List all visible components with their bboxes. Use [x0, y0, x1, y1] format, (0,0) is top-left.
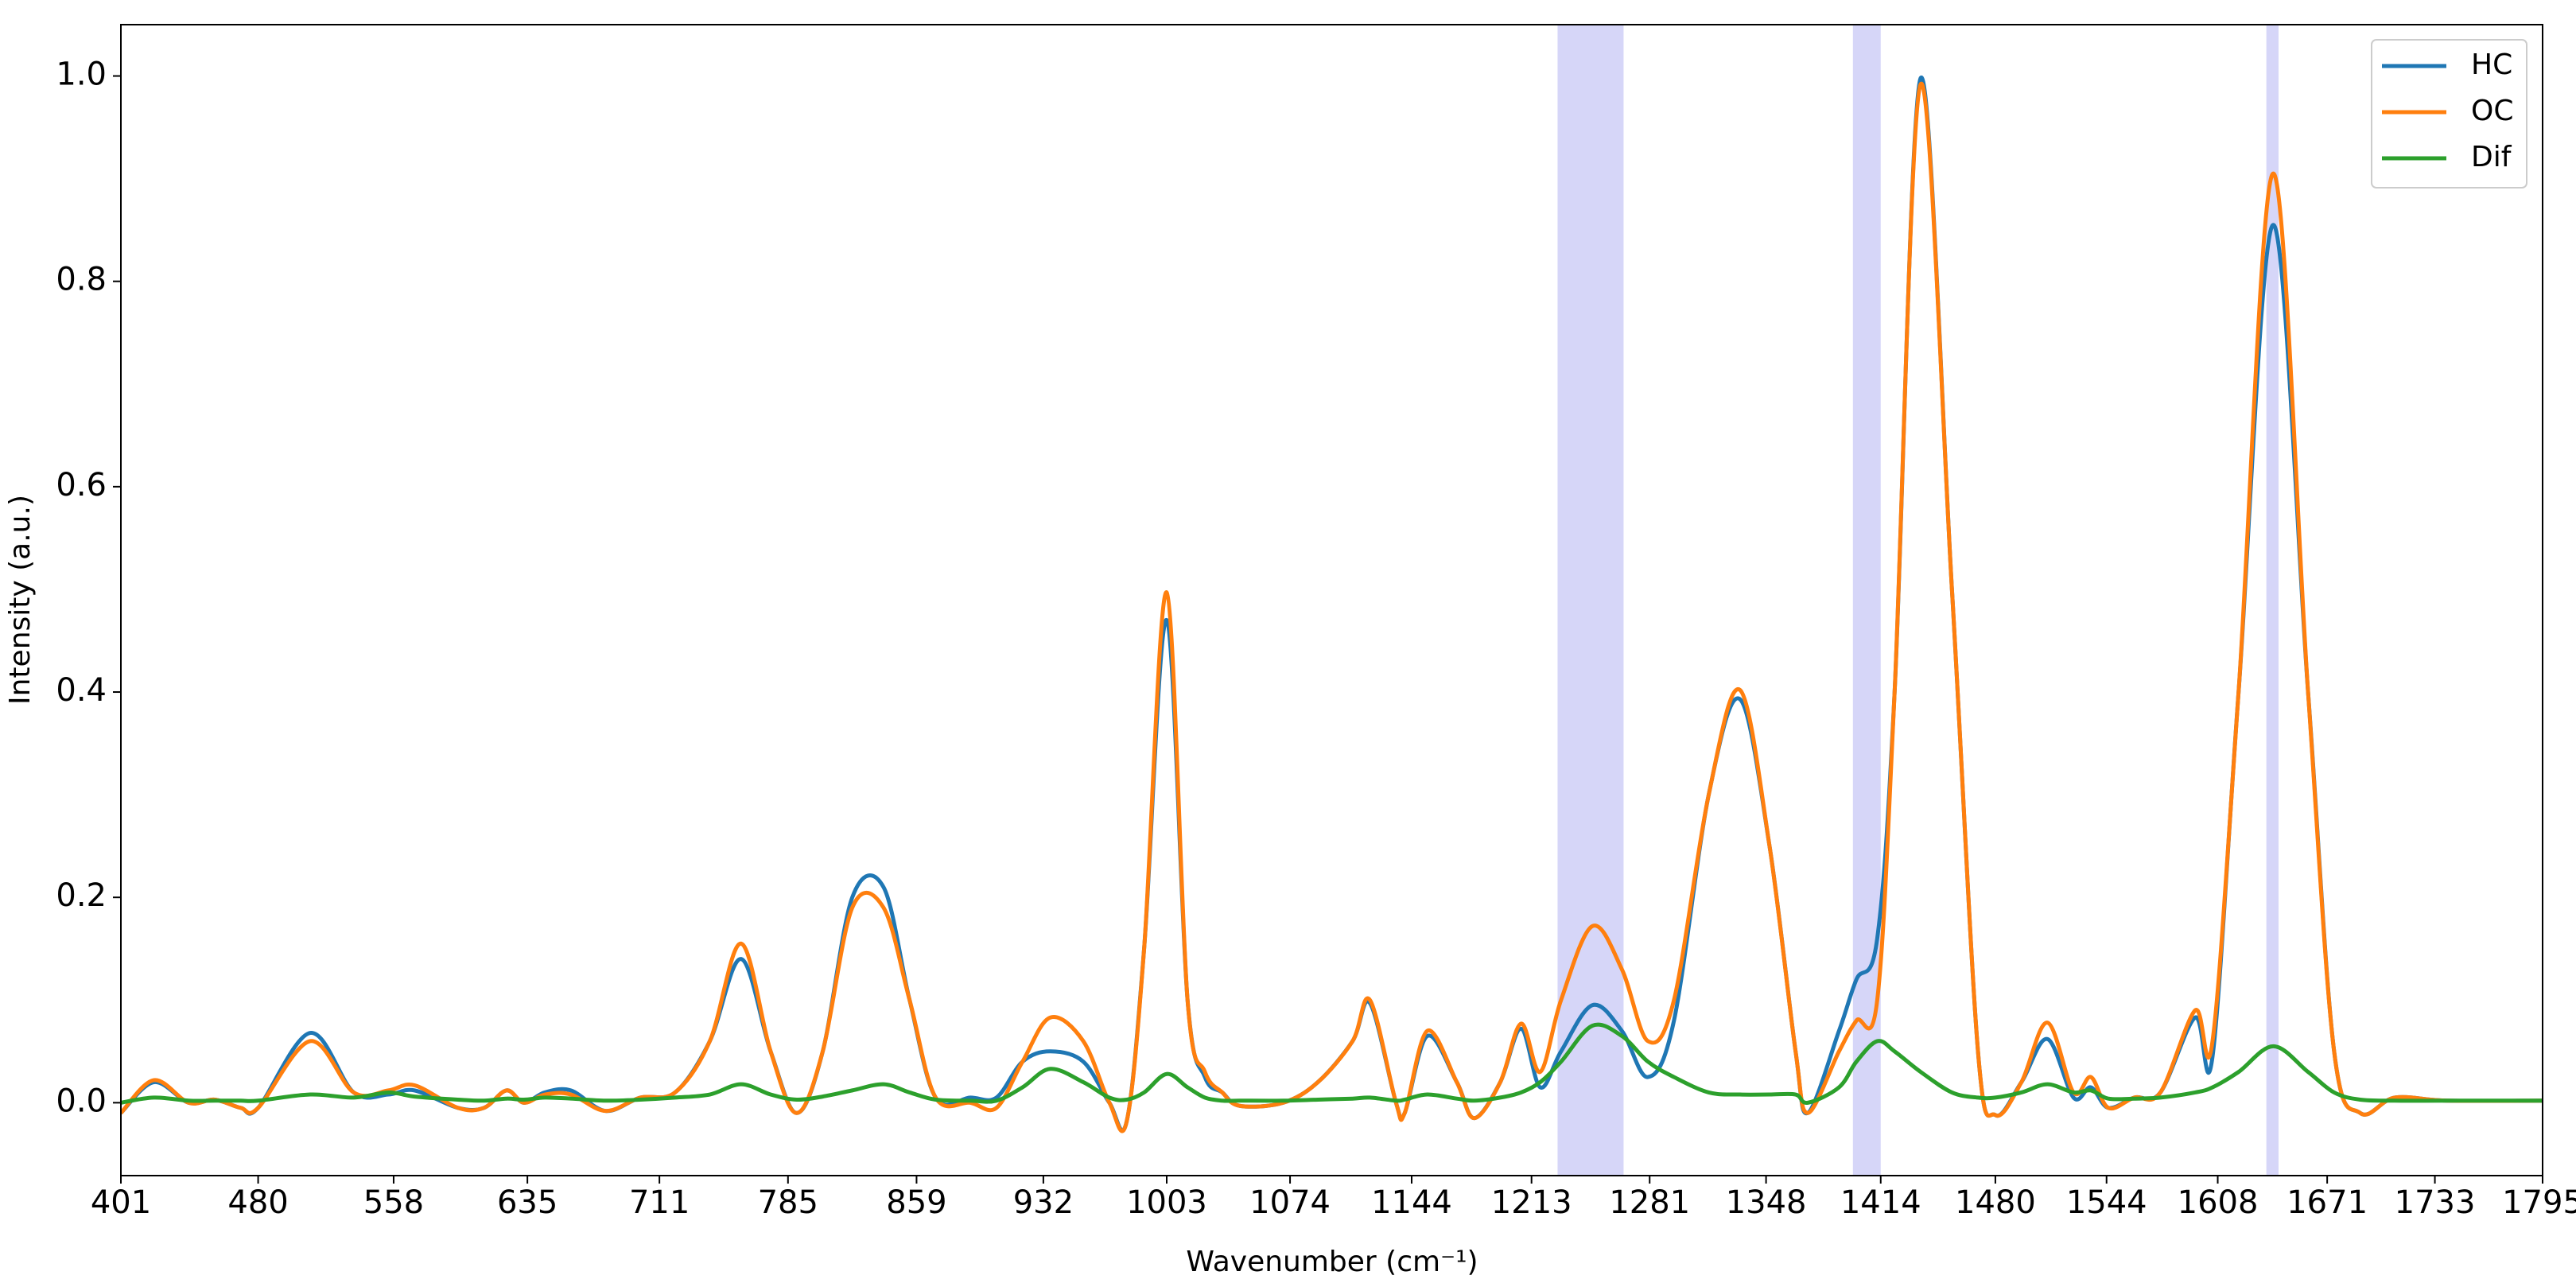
x-tick-label: 932	[1013, 1184, 1074, 1221]
x-tick-label: 480	[227, 1184, 288, 1221]
shaded-region	[1852, 25, 1881, 1176]
x-tick-label: 1213	[1491, 1184, 1572, 1221]
legend-box	[2371, 39, 2527, 189]
y-tick-label: 0.2	[56, 877, 107, 914]
x-tick-label: 1671	[2287, 1184, 2368, 1221]
x-tick-label: 1003	[1126, 1184, 1207, 1221]
legend-label: Dif	[2471, 141, 2512, 173]
y-tick-label: 0.6	[56, 467, 107, 503]
x-tick-label: 558	[363, 1184, 424, 1221]
legend-label: HC	[2471, 49, 2512, 81]
x-tick-label: 1608	[2178, 1184, 2259, 1221]
line-series	[121, 81, 2543, 1133]
x-tick-label: 401	[91, 1184, 151, 1221]
legend-label: OC	[2471, 95, 2513, 127]
y-tick-label: 0.8	[56, 262, 107, 298]
x-tick-label: 635	[497, 1184, 558, 1221]
x-tick-label: 1795	[2502, 1184, 2576, 1221]
y-tick-label: 0.4	[56, 672, 107, 709]
x-tick-label: 785	[758, 1184, 818, 1221]
shaded-region	[2266, 25, 2279, 1176]
x-tick-label: 1281	[1609, 1184, 1690, 1221]
x-tick-label: 1544	[2066, 1184, 2147, 1221]
x-tick-label: 1733	[2395, 1184, 2476, 1221]
y-axis-label: Intensity (a.u.)	[4, 495, 37, 705]
shaded-region	[1557, 25, 1624, 1176]
line-series	[121, 76, 2543, 1133]
x-tick-label: 1414	[1840, 1184, 1921, 1221]
y-tick-label: 0.0	[56, 1083, 107, 1119]
x-axis-label: Wavenumber (cm⁻¹)	[1186, 1246, 1478, 1278]
line-series	[121, 1022, 2543, 1105]
plot-frame	[120, 24, 2543, 1176]
x-tick-label: 1480	[1955, 1184, 2036, 1221]
x-tick-label: 859	[886, 1184, 946, 1221]
y-tick-label: 1.0	[56, 56, 107, 93]
x-tick-label: 1074	[1249, 1184, 1331, 1221]
x-tick-label: 711	[629, 1184, 690, 1221]
x-tick-label: 1144	[1371, 1184, 1452, 1221]
x-tick-label: 1348	[1726, 1184, 1807, 1221]
